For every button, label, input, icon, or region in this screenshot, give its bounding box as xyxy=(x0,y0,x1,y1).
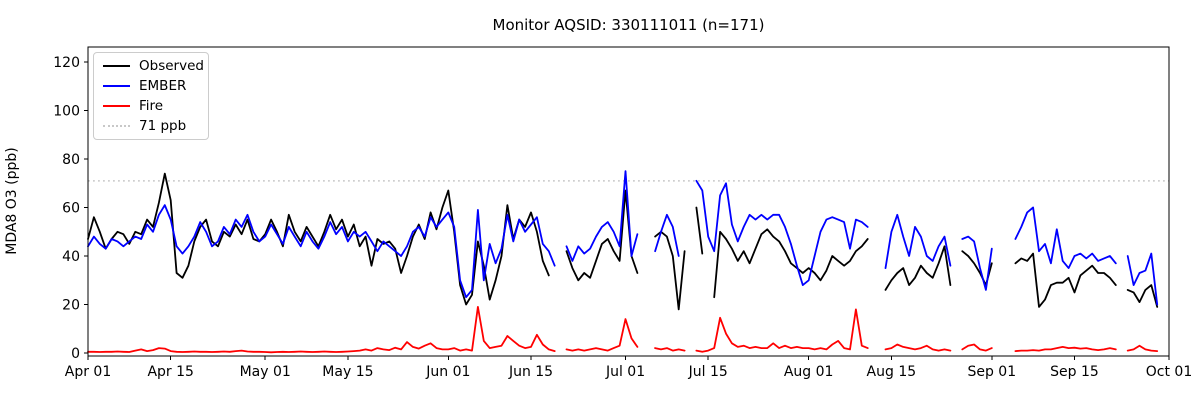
legend-label-fire: Fire xyxy=(139,98,164,114)
threshold-line-swatch xyxy=(103,125,130,127)
x-tick-label: Apr 01 xyxy=(65,364,111,380)
y-tick-label: 60 xyxy=(62,201,80,217)
x-tick-label: May 01 xyxy=(240,364,291,380)
x-tick-label: Aug 01 xyxy=(784,364,834,380)
x-tick-label: Sep 15 xyxy=(1050,364,1099,380)
y-tick-label: 100 xyxy=(53,104,80,120)
legend-item-ember: EMBER xyxy=(94,77,208,95)
series-ember xyxy=(87,170,1159,306)
x-tick-label: Jul 01 xyxy=(605,364,645,380)
legend-item-threshold: 71 ppb xyxy=(94,117,208,135)
x-tick-label: Apr 15 xyxy=(147,364,193,380)
fire-line-swatch xyxy=(103,105,130,107)
x-tick-label: Jul 15 xyxy=(688,364,728,380)
legend-label-ember: EMBER xyxy=(139,78,187,94)
x-tick-label: Aug 15 xyxy=(867,364,917,380)
legend-label-observed: Observed xyxy=(139,58,204,74)
x-tick-label: Oct 01 xyxy=(1146,364,1192,380)
y-tick-label: 20 xyxy=(62,298,80,314)
chart-title: Monitor AQSID: 330111011 (n=171) xyxy=(492,16,765,34)
y-tick-label: 40 xyxy=(62,249,80,265)
y-tick-label: 0 xyxy=(71,346,80,362)
y-tick-label: 80 xyxy=(62,152,80,168)
x-tick-label: Jun 15 xyxy=(508,364,553,380)
plot-frame xyxy=(87,46,1170,357)
x-tick-label: Sep 01 xyxy=(967,364,1016,380)
legend-label-threshold: 71 ppb xyxy=(139,118,187,134)
y-tick-label: 120 xyxy=(53,55,80,71)
observed-line-swatch xyxy=(103,65,130,67)
legend: Observed EMBER Fire 71 ppb xyxy=(93,52,209,140)
x-tick-label: Jun 01 xyxy=(425,364,470,380)
y-axis-label: MDA8 O3 (ppb) xyxy=(4,147,20,255)
x-tick-label: May 15 xyxy=(322,364,373,380)
series-fire xyxy=(87,306,1159,354)
ember-line-swatch xyxy=(103,85,130,87)
legend-item-fire: Fire xyxy=(94,97,208,115)
legend-item-observed: Observed xyxy=(94,57,208,75)
series-observed xyxy=(87,172,1159,311)
